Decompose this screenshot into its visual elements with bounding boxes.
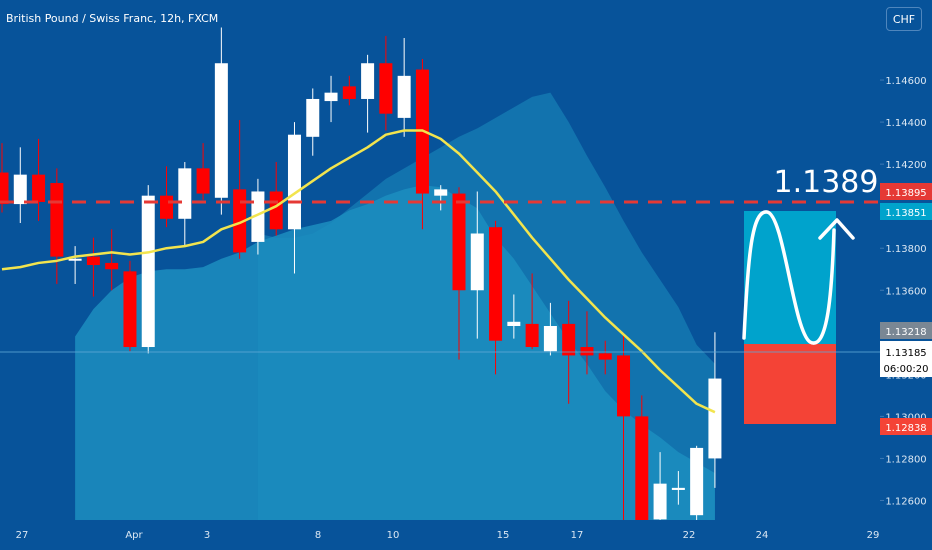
candle-body [269, 191, 283, 230]
x-tick-label: 27 [16, 530, 29, 541]
price-tag-target: 1.13895 [880, 183, 932, 200]
candle-body [617, 355, 631, 417]
candle-body [470, 233, 484, 291]
candle-body [196, 168, 210, 194]
y-tick-label: 1.14600 [885, 76, 926, 87]
price-tag-ma-text: 1.13851 [885, 208, 926, 219]
moving-average-band [75, 92, 715, 520]
candle-body [635, 416, 649, 524]
candles-layer [0, 27, 722, 543]
candle-body [598, 353, 612, 360]
y-tick-label: 1.12600 [885, 496, 926, 507]
candle-body [562, 323, 576, 356]
candle-body [32, 174, 46, 202]
y-tick-label: 1.12800 [885, 454, 926, 465]
candle-body [653, 483, 667, 520]
candle-body [233, 189, 247, 253]
price-tag-last-text: 1.13185 [885, 348, 926, 359]
candle-body [86, 256, 100, 266]
y-tick-label: 1.14400 [885, 118, 926, 129]
time-axis[interactable] [0, 520, 932, 550]
price-tag-stop-text: 1.12838 [885, 423, 926, 434]
candle-body [251, 191, 265, 242]
candle-body [507, 321, 521, 326]
candle-body [708, 378, 722, 459]
candle-body [379, 63, 393, 114]
currency-button[interactable]: CHF [886, 7, 922, 31]
candle-body [68, 258, 82, 261]
candle-body [13, 174, 27, 205]
stop-zone-box [744, 344, 836, 424]
x-tick-label: 10 [387, 530, 400, 541]
candle-body [580, 347, 594, 356]
arrow-up-icon [818, 218, 855, 240]
chart-title: British Pound / Swiss Franc, 12h, FXCM [6, 12, 219, 25]
x-tick-label: 8 [315, 530, 321, 541]
price-tag-stop: 1.12838 [880, 418, 932, 435]
price-tag-entry: 1.13218 [880, 322, 932, 339]
candle-body [525, 323, 539, 348]
price-tag-entry-text: 1.13218 [885, 327, 926, 338]
candle-body [434, 189, 448, 196]
x-tick-label: 24 [756, 530, 769, 541]
candle-body [671, 487, 685, 490]
candle-body [105, 262, 119, 270]
moving-average-layer [1, 129, 716, 414]
y-tick-label: 1.14200 [885, 160, 926, 171]
candle-body [690, 447, 704, 516]
candle-body [452, 193, 466, 291]
x-tick-label: Apr [125, 530, 143, 541]
candle-body [306, 98, 320, 137]
candle-body [543, 325, 557, 352]
time-axis-ticks: 27 Apr 3 8 10 15 17 22 24 29 [16, 530, 880, 541]
x-tick-label: 15 [497, 530, 510, 541]
y-tick-label: 1.13800 [885, 244, 926, 255]
candle-body [287, 134, 301, 230]
projection-wave-curve [742, 210, 836, 345]
x-tick-label: 22 [683, 530, 696, 541]
candle-body [489, 227, 503, 341]
x-tick-label: 3 [204, 530, 210, 541]
candle-body [214, 63, 228, 198]
candle-body [324, 92, 338, 102]
price-tag-last: 1.13185 06:00:20 [880, 341, 932, 377]
candle-body [160, 195, 174, 219]
candle-body [342, 86, 356, 99]
candle-body [50, 183, 64, 257]
candle-body [178, 168, 192, 219]
candle-body [361, 63, 375, 99]
x-tick-label: 17 [571, 530, 584, 541]
candle-body [141, 195, 155, 348]
candle-body [123, 271, 137, 348]
price-tag-ma: 1.13851 [880, 203, 932, 220]
y-tick-label: 1.13600 [885, 286, 926, 297]
band-area-upper [257, 92, 715, 520]
price-tag-target-text: 1.13895 [885, 188, 926, 199]
x-tick-label: 29 [867, 530, 880, 541]
target-value-label: 1.1389 [774, 165, 879, 200]
price-tag-countdown-text: 06:00:20 [884, 364, 929, 375]
moving-average-line [1, 129, 716, 414]
y-tick-label: 1.13000 [885, 412, 926, 423]
candle-body [397, 75, 411, 118]
candle-body [0, 172, 9, 205]
